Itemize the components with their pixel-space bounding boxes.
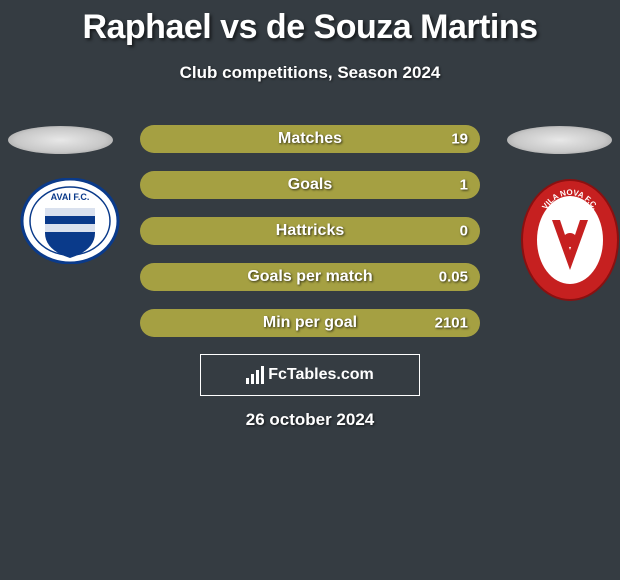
player-marker-right: [507, 126, 612, 154]
player-marker-left: [8, 126, 113, 154]
stat-label: Goals: [288, 176, 332, 194]
club-badge-left: AVAI F.C.: [20, 178, 120, 264]
chart-icon: [246, 366, 264, 384]
brand-text: FcTables.com: [268, 366, 374, 384]
stat-label: Min per goal: [263, 314, 357, 332]
stat-row: Matches 19: [140, 125, 480, 153]
club-badge-right: VILA NOVA F.C.: [520, 178, 620, 303]
date-text: 26 october 2024: [0, 410, 620, 430]
stat-row: Min per goal 2101: [140, 309, 480, 337]
brand-box: FcTables.com: [200, 354, 420, 396]
stat-value-right: 0.05: [439, 269, 468, 286]
stat-row: Hattricks 0: [140, 217, 480, 245]
stat-value-right: 2101: [435, 315, 468, 332]
stat-row: Goals per match 0.05: [140, 263, 480, 291]
page-title: Raphael vs de Souza Martins: [0, 0, 620, 47]
stat-label: Matches: [278, 130, 342, 148]
stat-value-right: 1: [460, 177, 468, 194]
svg-text:AVAI F.C.: AVAI F.C.: [51, 192, 90, 202]
stat-value-right: 0: [460, 223, 468, 240]
subtitle: Club competitions, Season 2024: [0, 63, 620, 83]
stat-label: Hattricks: [276, 222, 344, 240]
stat-label: Goals per match: [247, 268, 372, 286]
stats-container: Matches 19 Goals 1 Hattricks 0 Goals per match…: [140, 125, 480, 355]
stat-row: Goals 1: [140, 171, 480, 199]
stat-value-right: 19: [451, 131, 468, 148]
